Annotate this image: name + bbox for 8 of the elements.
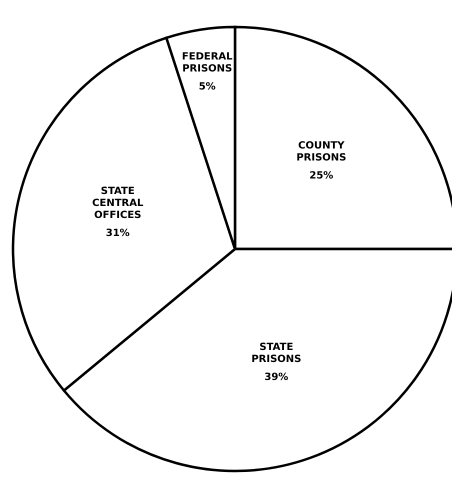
data-label: 39% — [264, 372, 288, 383]
slice-label: STATE PRISONS — [251, 342, 302, 365]
slice-label: FEDERAL PRISONS — [182, 52, 234, 75]
data-label: 5% — [198, 82, 216, 93]
data-label: 25% — [309, 170, 334, 182]
slice-label: COUNTY PRISONS — [296, 140, 346, 164]
slice-label: STATE CENTRAL OFFICES — [92, 186, 144, 221]
data-label: 31% — [106, 228, 130, 239]
